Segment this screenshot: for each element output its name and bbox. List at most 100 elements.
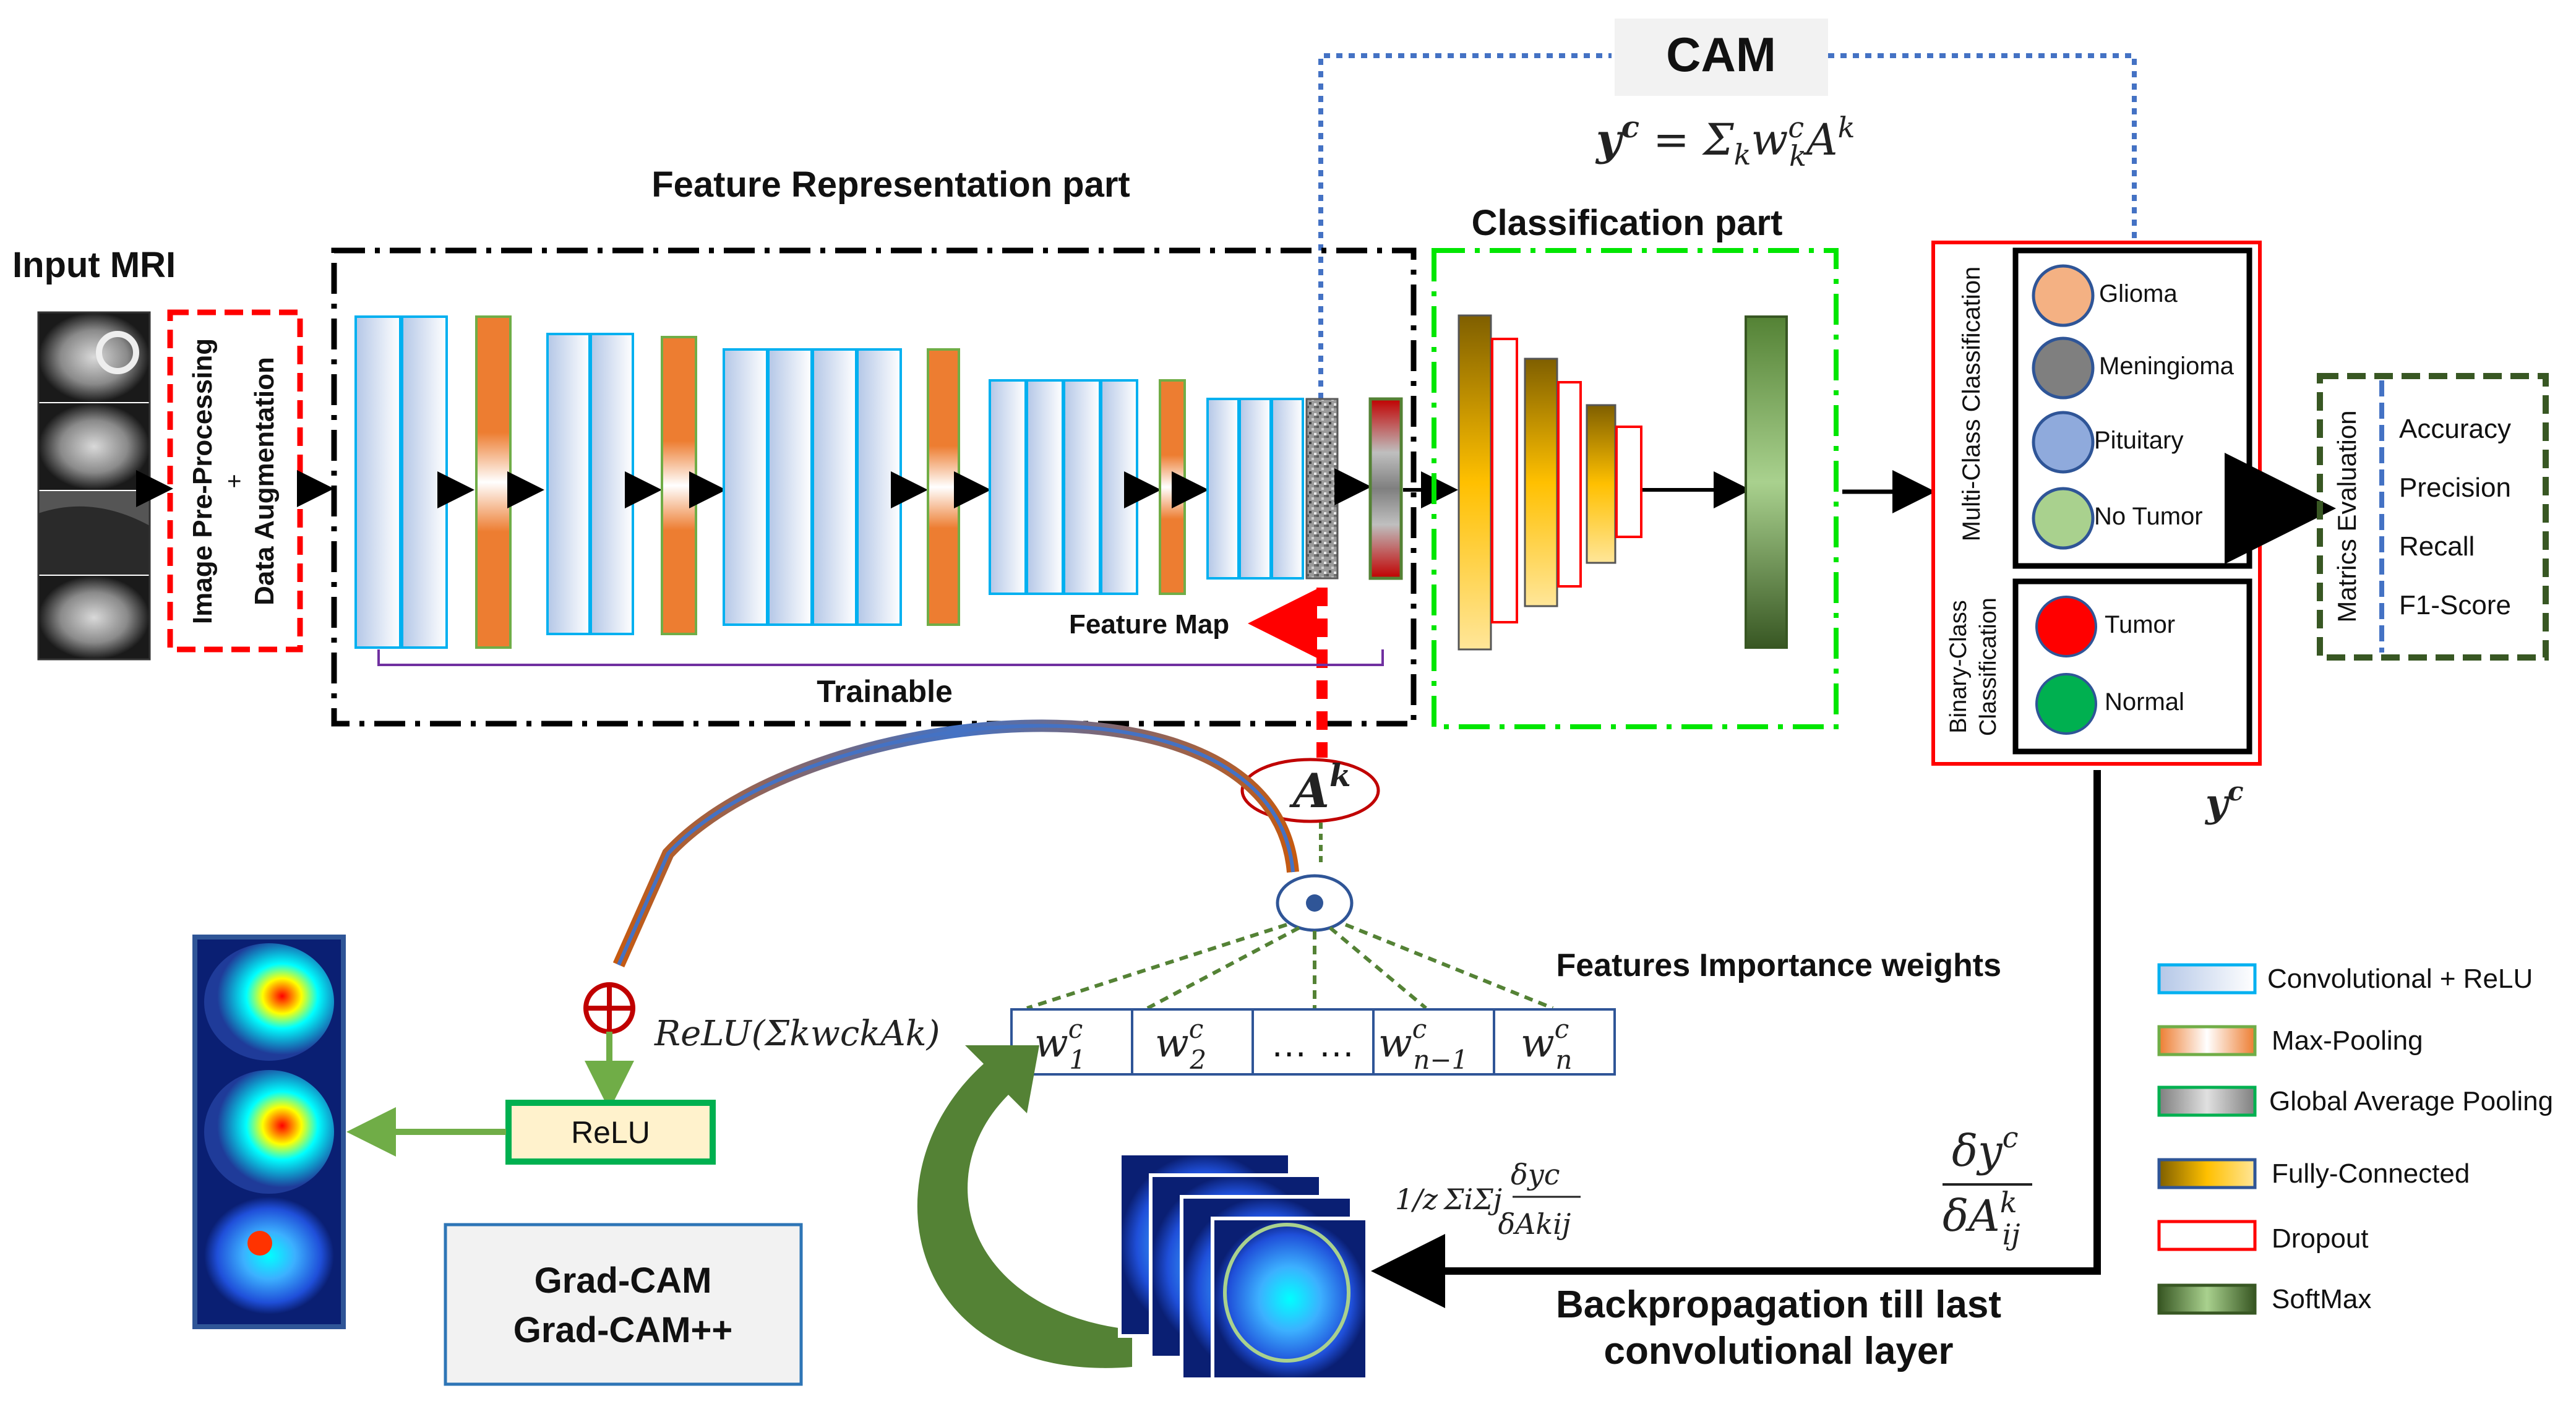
preprocessing-box xyxy=(167,309,303,653)
legend-label-gap: Global Average Pooling xyxy=(2269,1086,2553,1116)
conv-layer xyxy=(1239,398,1272,580)
gradcam-line1: Grad-CAM xyxy=(535,1261,712,1301)
gradient-maps xyxy=(1118,1152,1369,1381)
dropout-layer xyxy=(1557,381,1582,588)
class-tumor-label: Tumor xyxy=(2105,611,2175,638)
conv-layer xyxy=(989,379,1027,595)
backprop-path xyxy=(1371,770,2101,1308)
heatmap-hotspot xyxy=(247,1231,272,1256)
conv-layer xyxy=(1271,398,1304,580)
class-no-tumor-label: No Tumor xyxy=(2094,503,2203,530)
conv-layer xyxy=(767,348,813,626)
conv-layer xyxy=(354,315,401,649)
weight-cell xyxy=(1372,1008,1495,1076)
metrics-box xyxy=(2317,373,2549,661)
binaryclass-title-line1: Binary-Class xyxy=(1946,600,1972,733)
multiclass-box xyxy=(2012,247,2252,569)
cam-formula: yc = Σkwc kAk xyxy=(1595,110,1855,173)
class-tumor-dot xyxy=(2035,596,2097,657)
feature-part-box xyxy=(331,247,1417,727)
legend-swatch-dropout xyxy=(2157,1220,2257,1251)
heatmap-3 xyxy=(204,1197,334,1314)
preprocessing-text: Image Pre-Processing + Data Augmentation xyxy=(187,338,280,624)
heatmap-2 xyxy=(204,1070,334,1194)
cam-connector xyxy=(1318,53,2137,399)
mri-tumor-mark xyxy=(96,331,139,374)
input-mri-title: Input MRI xyxy=(12,245,176,285)
binaryclass-box xyxy=(2012,578,2252,755)
legend-swatch-conv xyxy=(2157,963,2257,995)
class-normal-dot xyxy=(2035,673,2097,735)
weight-cell xyxy=(1252,1008,1375,1076)
ak-node xyxy=(1240,758,1380,823)
conv-layer xyxy=(723,348,768,626)
backprop-line1: Backpropagation till last xyxy=(1556,1283,2001,1326)
weight-cell-text: wc n−1 xyxy=(1378,1014,1468,1075)
metrics-title: Matrics Evaluation xyxy=(2332,410,2361,622)
class-glioma-label: Glioma xyxy=(2099,280,2178,307)
gradient-map-skull xyxy=(1223,1223,1350,1363)
metric-recall: Recall xyxy=(2399,531,2475,562)
weight-cell-text: wc 1 xyxy=(1034,1014,1086,1075)
cam-box xyxy=(1615,19,1828,96)
weight-cell-text: wc n xyxy=(1521,1014,1572,1075)
class-no-tumor-dot xyxy=(2032,487,2095,550)
fc-layer xyxy=(1586,404,1616,564)
preprocessing-line1: Image Pre-Processing xyxy=(187,338,218,624)
legend-swatch-softmax xyxy=(2157,1283,2257,1315)
conv-layer xyxy=(1026,379,1064,595)
relu-box xyxy=(505,1100,716,1165)
class-normal-label: Normal xyxy=(2105,688,2184,716)
weights-title: Features Importance weights xyxy=(1556,948,2001,983)
gradient-map xyxy=(1211,1217,1369,1381)
legend-label-softmax: SoftMax xyxy=(2272,1284,2371,1314)
gradcam-line2: Grad-CAM++ xyxy=(513,1310,733,1350)
legend-label-pool: Max-Pooling xyxy=(2272,1025,2423,1056)
legend: Convolutional + ReLU Max-Pooling Global … xyxy=(2157,963,2553,1315)
conv-layer xyxy=(590,333,634,635)
class-pituitary-dot xyxy=(2032,411,2095,474)
dropout-layer xyxy=(1615,426,1642,538)
deriv-denominator: δAk ij xyxy=(1943,1186,2020,1251)
weight-connectors xyxy=(1026,923,1554,1010)
relu-formula: ReLU(ΣkwckAk) xyxy=(654,1014,940,1054)
gradient-arc-core xyxy=(617,724,1295,966)
conv-layer xyxy=(812,348,857,626)
legend-swatch-pool xyxy=(2157,1025,2257,1056)
multiclass-title: Multi-Class Classification xyxy=(1958,267,1985,542)
conv-layer xyxy=(546,333,591,635)
preprocessing-line2: Data Augmentation xyxy=(249,357,280,606)
pool-layer xyxy=(661,336,697,635)
gap-layer xyxy=(1368,397,1403,580)
preprocessing-plus: + xyxy=(221,474,248,488)
feature-map-label: Feature Map xyxy=(1069,609,1229,640)
weight-cell xyxy=(1493,1008,1616,1076)
fc-layer xyxy=(1458,314,1492,651)
metric-precision: Precision xyxy=(2399,473,2511,503)
conv-layer xyxy=(856,348,902,626)
mri-slice xyxy=(38,312,150,402)
return-arrow xyxy=(917,1045,1132,1368)
output-box xyxy=(1931,241,2262,766)
pool-layer xyxy=(475,315,512,649)
binaryclass-title: Binary-Class Classification xyxy=(1946,597,2001,736)
fc-layer xyxy=(1524,357,1558,607)
ak-label: Ak xyxy=(1289,757,1351,818)
class-glioma-dot xyxy=(2032,264,2095,327)
trainable-bracket xyxy=(377,649,1384,666)
metric-f1: F1-Score xyxy=(2399,590,2511,620)
last-conv-feature-map xyxy=(1305,398,1339,580)
conv-layer xyxy=(1100,379,1138,595)
output-yc-label: yc xyxy=(2204,776,2244,826)
backprop-line2: convolutional layer xyxy=(1604,1330,1953,1372)
metric-accuracy: Accuracy xyxy=(2399,414,2511,444)
legend-swatch-fc xyxy=(2157,1158,2257,1189)
legend-label-dropout: Dropout xyxy=(2272,1223,2369,1254)
dropout-layer xyxy=(1491,338,1518,623)
weight-cell-text: wc 2 xyxy=(1155,1014,1206,1075)
relu-box-label: ReLU xyxy=(571,1115,650,1150)
binaryclass-title-line2: Classification xyxy=(1975,597,2001,736)
mri-slice xyxy=(38,403,150,490)
classification-part-box xyxy=(1432,248,1839,729)
